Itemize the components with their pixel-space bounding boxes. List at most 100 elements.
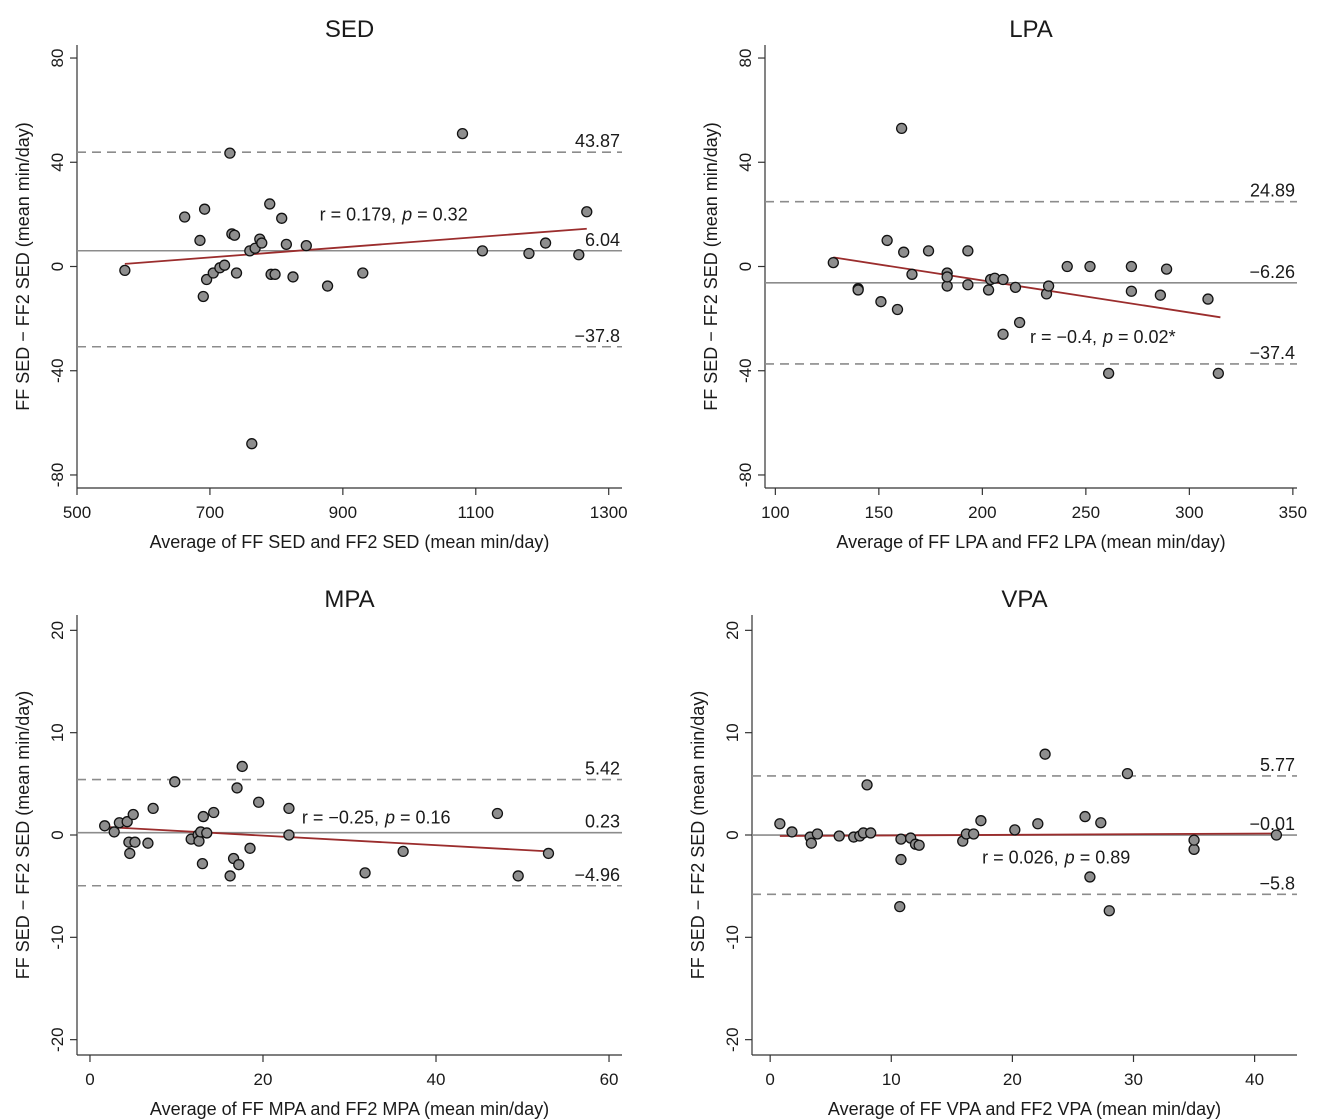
y-tick-label: 0 <box>48 262 67 271</box>
data-point <box>300 240 312 252</box>
data-point <box>1103 905 1115 917</box>
data-point <box>169 776 181 788</box>
x-tick-label: 900 <box>329 503 357 522</box>
data-point <box>194 234 206 247</box>
data-point <box>1079 810 1091 823</box>
data-point <box>1102 367 1115 379</box>
data-point <box>941 271 953 283</box>
data-point <box>456 127 469 140</box>
data-point <box>119 264 131 277</box>
y-axis-label: FF SED − FF2 SED (mean min/day) <box>701 122 721 411</box>
data-point <box>1125 260 1138 273</box>
chart-title: LPA <box>1009 16 1053 43</box>
x-tick-label: 40 <box>1245 1070 1264 1089</box>
data-point <box>233 859 245 871</box>
correlation-p-value: = 0.16 <box>395 808 451 828</box>
x-tick-label: 350 <box>1279 503 1307 522</box>
data-point <box>1009 281 1022 293</box>
x-tick-label: 10 <box>882 1070 901 1089</box>
lower-limit-line-label: −5.8 <box>1259 873 1295 893</box>
x-tick-label: 1300 <box>590 503 628 522</box>
data-point <box>811 828 824 840</box>
y-tick-label: 0 <box>48 830 67 839</box>
data-point <box>962 279 974 291</box>
x-tick-label: 20 <box>254 1070 273 1089</box>
data-point <box>898 246 910 258</box>
data-point <box>833 830 845 842</box>
y-axis-label: FF SED − FF2 SED (mean min/day) <box>688 691 708 980</box>
data-point <box>865 827 877 839</box>
data-point <box>198 203 211 215</box>
data-point <box>236 760 248 773</box>
data-point <box>805 837 817 849</box>
data-point <box>573 249 585 261</box>
mean-difference-line-label: 0.23 <box>585 812 620 832</box>
data-point <box>99 820 111 832</box>
data-point <box>542 847 555 860</box>
x-tick-label: 150 <box>865 503 893 522</box>
data-point <box>208 806 220 819</box>
mean-difference-line-label: 6.04 <box>585 230 620 250</box>
lower-limit-line-label: −37.8 <box>574 326 620 346</box>
correlation-p-value: = 0.89 <box>1075 848 1131 868</box>
data-point <box>774 818 786 830</box>
y-tick-label: 0 <box>723 830 742 839</box>
upper-limit-line-label: 5.42 <box>585 759 620 779</box>
x-tick-label: 30 <box>1124 1070 1143 1089</box>
data-point <box>269 268 281 280</box>
x-tick-label: 200 <box>968 503 996 522</box>
y-tick-label: 80 <box>736 49 755 68</box>
data-point <box>357 267 369 279</box>
x-tick-label: 40 <box>427 1070 446 1089</box>
data-point <box>891 303 904 316</box>
chart-panel-mpa: MPA 0 20 40 60 -20 -10 0 10 20 Average of FF MPA a… <box>13 586 622 1119</box>
data-point <box>523 247 535 260</box>
mean-difference-line-label: −6.26 <box>1249 262 1295 282</box>
data-point <box>231 782 243 794</box>
data-point <box>1154 289 1167 301</box>
data-point <box>827 256 839 269</box>
data-point <box>1042 280 1055 292</box>
correlation-annotation: r = −0.4, p = 0.02* <box>1030 327 1176 347</box>
y-tick-label: 40 <box>736 153 755 172</box>
chart-title: SED <box>325 16 374 43</box>
data-point <box>200 273 213 286</box>
data-point <box>1032 818 1044 830</box>
data-point <box>982 284 995 296</box>
mean-difference-line-label: −0.01 <box>1249 814 1295 834</box>
data-point <box>264 198 276 210</box>
correlation-p-value: = 0.02* <box>1113 327 1176 347</box>
chart-panel-lpa: LPA 100 150 200 250 300 350 -80 -40 0 40 80 Average … <box>701 16 1307 552</box>
chart-title: MPA <box>324 586 374 613</box>
data-point <box>321 280 334 292</box>
upper-limit-line-label: 24.89 <box>1250 181 1295 201</box>
regression-line <box>833 256 1221 319</box>
correlation-p-symbol: p <box>401 204 412 224</box>
data-point <box>1084 260 1096 273</box>
regression-line <box>124 227 587 265</box>
data-point <box>861 779 873 791</box>
data-point <box>244 842 256 854</box>
data-point <box>1125 285 1138 297</box>
y-tick-label: 80 <box>48 49 67 68</box>
y-axis-label: FF SED − FF2 SED (mean min/day) <box>13 122 33 411</box>
data-point <box>967 828 980 840</box>
data-point <box>881 234 893 247</box>
data-point <box>218 259 231 271</box>
correlation-p-symbol: p <box>1102 327 1113 347</box>
y-tick-label: 0 <box>736 262 755 271</box>
data-point <box>1202 293 1214 305</box>
chart-panel-sed: SED 500 700 900 1100 1300 -80 -40 0 40 80 Average o… <box>13 16 628 552</box>
data-point <box>1013 316 1026 329</box>
data-point <box>895 833 907 845</box>
chart-title: VPA <box>1001 586 1047 613</box>
data-point <box>1039 748 1051 760</box>
data-point <box>253 796 265 808</box>
regression-line <box>102 825 549 853</box>
x-tick-label: 700 <box>196 503 224 522</box>
x-tick-label: 20 <box>1003 1070 1022 1089</box>
lower-limit-line-label: −37.4 <box>1249 343 1295 363</box>
data-point <box>852 284 864 296</box>
data-point <box>224 870 236 882</box>
data-point <box>906 268 918 280</box>
